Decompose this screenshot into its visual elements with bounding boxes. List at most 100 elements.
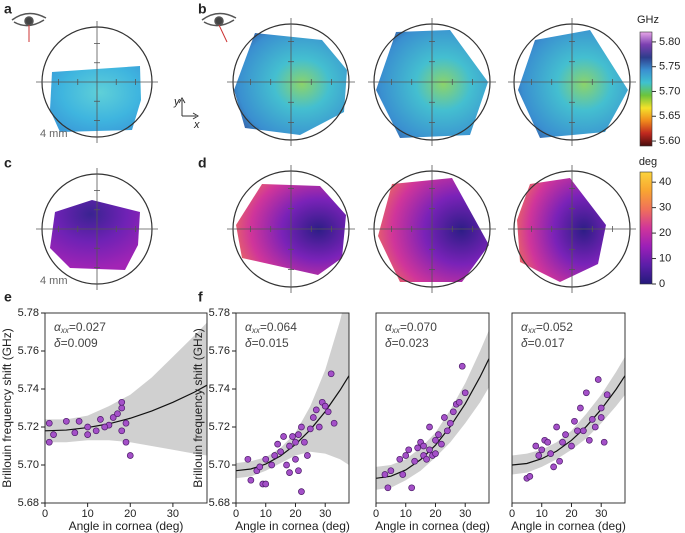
data-point (574, 427, 581, 435)
map-c (50, 200, 140, 270)
data-point (387, 467, 395, 475)
annotation-value: =0.009 (61, 336, 98, 350)
annotation: δ=0.015 (245, 336, 289, 350)
fit-curve (45, 384, 207, 432)
data-point (568, 442, 575, 450)
confidence-band (45, 322, 207, 456)
panel-label: d (198, 155, 207, 171)
colorbar-tick-label: 5.70 (659, 85, 680, 97)
annotation: αxx=0.027 (54, 320, 106, 335)
panel-label: a (4, 1, 12, 17)
data-point (244, 455, 252, 463)
data-point (597, 404, 605, 412)
map-b1 (234, 33, 347, 135)
data-point (559, 438, 566, 446)
data-point (298, 423, 305, 431)
x-tick-label: 0 (509, 508, 515, 520)
annotation-subscript: xx (251, 326, 261, 335)
data-point (446, 419, 454, 427)
y-tick-label: 5.78 (209, 307, 230, 319)
data-point (277, 448, 284, 456)
y-tick-label: 5.70 (209, 459, 230, 471)
axes-frame (511, 312, 626, 504)
x-tick-label: 20 (124, 508, 136, 520)
axes-frame (44, 312, 208, 504)
annotation-symbol: δ (245, 336, 252, 350)
data-point (295, 467, 302, 475)
y-tick-label: 5.72 (209, 421, 230, 433)
y-tick-label: 5.68 (209, 497, 230, 509)
data-point (256, 463, 264, 471)
data-point (588, 416, 596, 423)
colorbar-tick-label: 0 (659, 278, 665, 290)
data-point (384, 484, 392, 492)
data-point (122, 438, 130, 446)
data-point (280, 433, 287, 440)
data-point (597, 414, 605, 421)
axes-icon (178, 97, 199, 120)
annotation-symbol: α (245, 320, 253, 334)
x-tick-label: 10 (82, 508, 94, 520)
data-point (283, 461, 290, 469)
x-tick-label: 30 (319, 508, 331, 520)
data-point (118, 404, 126, 412)
data-point (438, 440, 445, 448)
x-tick-label: 20 (289, 508, 301, 520)
annotation-subscript: xx (60, 326, 70, 335)
panel-label: c (4, 155, 12, 171)
data-point (405, 446, 413, 454)
data-point (577, 404, 584, 412)
data-point (45, 438, 53, 446)
colorbar-tick-label: 5.60 (659, 135, 680, 147)
annotation-value: =0.023 (392, 336, 429, 350)
annotation-symbol: δ (521, 336, 528, 350)
data-point (45, 419, 53, 427)
data-point (321, 402, 329, 410)
colorbar-tick-label: 5.65 (659, 110, 680, 122)
x-tick-label: 10 (400, 508, 412, 520)
data-point (420, 442, 427, 450)
annotation-subscript: xx (527, 326, 537, 335)
x-tick-label: 10 (536, 508, 548, 520)
data-point (432, 450, 439, 457)
data-point (286, 469, 293, 476)
y-tick-label: 5.76 (18, 345, 39, 357)
data-point (550, 463, 557, 471)
data-point (426, 423, 433, 431)
annotation-symbol: δ (54, 336, 61, 350)
annotation-value: =0.017 (528, 336, 565, 350)
data-point (532, 442, 540, 450)
data-point (306, 425, 314, 433)
data-point (553, 423, 560, 431)
x-axis-label: Angle in cornea (deg) (511, 519, 626, 533)
annotation-symbol: α (385, 320, 393, 334)
x-tick-label: 0 (373, 508, 379, 520)
panel-label: f (198, 289, 203, 305)
data-point (114, 410, 121, 418)
annotation-symbol: α (521, 320, 529, 334)
map-d2 (378, 178, 489, 282)
data-point (84, 431, 91, 438)
data-point (603, 391, 611, 399)
data-point (274, 440, 281, 448)
data-point (298, 488, 305, 495)
colorbar-tick-label: 30 (659, 202, 671, 214)
data-point (301, 438, 308, 446)
data-point (62, 417, 70, 425)
x-tick-label: 30 (595, 508, 607, 520)
data-point (408, 484, 416, 492)
data-point (271, 452, 279, 459)
data-point (324, 408, 332, 416)
data-point (435, 431, 442, 438)
map-b3 (518, 30, 628, 138)
data-point (432, 436, 439, 444)
data-point (75, 417, 83, 425)
scale-label: 4 mm (40, 128, 68, 140)
y-axis-label: Brillouin frequency shift (GHz) (0, 328, 14, 487)
data-point (414, 444, 421, 452)
data-point (50, 431, 57, 438)
maps (50, 30, 628, 282)
x-tick-label: 30 (459, 508, 471, 520)
